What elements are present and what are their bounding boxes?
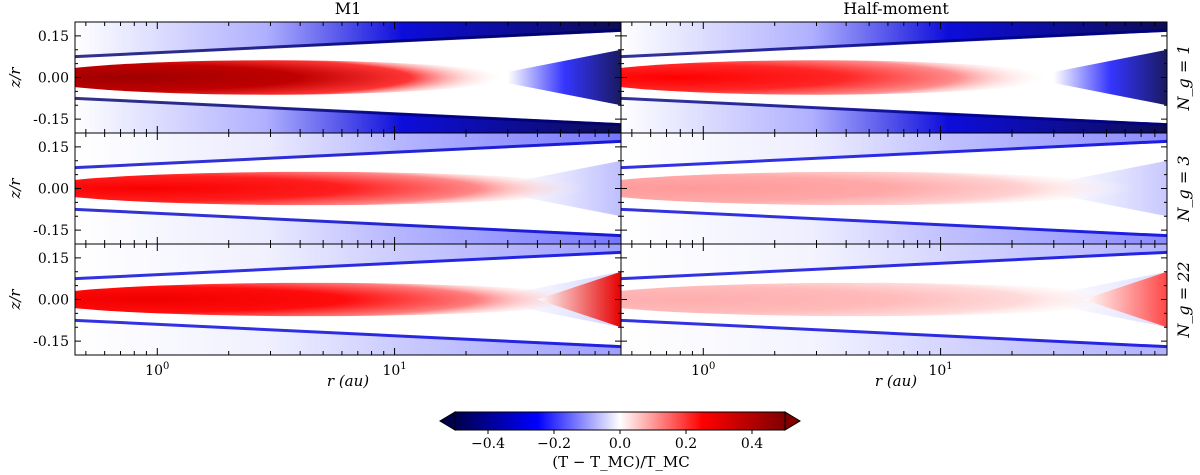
y-tick-label: -0.15 [33,223,69,239]
y-axis-label: z/r [6,67,24,89]
colorbar: −0.4 −0.2 0.0 0.2 0.4 [439,411,801,452]
colorbar-extend-low [439,411,456,431]
row-label-1: N_g = 1 [1174,45,1193,112]
outer-fan [1083,271,1167,328]
core-region [621,60,1052,95]
upper-surface-line [621,250,1167,281]
upper-surface-line [75,28,621,59]
lower-surface-line [75,96,621,127]
y-tick-label: 0.00 [38,182,69,198]
colorbar-tick-label: 0.4 [741,436,763,452]
panel-grid: 0.15 0.00 -0.15 z/r N_g = 1 0.15 0.00 -0.15 z/r N… [6,21,1193,379]
lower-surface-line [621,207,1167,238]
upper-surface-line [75,139,621,170]
y-tick-label: 0.15 [38,140,69,156]
x-tick-label: 101 [928,361,952,379]
y-axis-label: z/r [6,289,24,311]
upper-surface-line [75,250,621,281]
core-region [75,60,506,95]
core-region [75,282,590,317]
y-tick-label: -0.15 [33,334,69,350]
upper-surface-line [621,139,1167,170]
x-tick-label: 101 [382,361,406,379]
y-tick-label: -0.15 [33,112,69,128]
colorbar-gradient [455,412,785,430]
lower-surface-line [621,318,1167,349]
row-label-3: N_g = 22 [1174,261,1193,338]
y-tick-label: 0.00 [38,293,69,309]
colorbar-tick-label: −0.2 [537,436,571,452]
core-region [621,171,1136,206]
column-title-m1: M1 [335,0,362,18]
heatmap-panel-r0-c0: 0.15 0.00 -0.15 z/r [6,21,622,134]
lower-surface-line [75,207,621,238]
y-axis-label: z/r [6,178,24,200]
y-tick-label: 0.15 [38,251,69,267]
row-label-2: N_g = 3 [1174,156,1193,223]
core-region [621,282,1136,317]
colorbar-tick-label: 0.0 [609,436,631,452]
lower-surface-line [75,318,621,349]
colorbar-tick-label: 0.2 [675,436,697,452]
heatmap-panel-r0-c1: N_g = 1 [620,21,1193,134]
colorbar-label: (T − T_MC)/T_MC [552,453,690,471]
x-tick-label: 100 [145,361,169,379]
column-title-half-moment: Half-moment [843,0,949,18]
heatmap-panel-r1-c1: N_g = 3 [620,132,1193,245]
x-tick-label: 100 [691,361,715,379]
lower-surface-line [621,96,1167,127]
colorbar-tick-label: −0.4 [471,436,505,452]
x-axis-label-left: r (au) [327,372,369,390]
core-region [75,171,590,206]
upper-surface-line [621,28,1167,59]
heatmap-panel-r1-c0: 0.15 0.00 -0.15 z/r [6,132,622,245]
outer-fan [537,271,621,328]
heatmap-panel-r2-c1: N_g = 22 [620,243,1193,356]
y-tick-label: 0.15 [38,29,69,45]
heatmap-panel-r2-c0: 0.15 0.00 -0.15 z/r [6,243,622,356]
x-axis-label-right: r (au) [875,372,917,390]
y-tick-label: 0.00 [38,71,69,87]
colorbar-extend-high [784,411,801,431]
